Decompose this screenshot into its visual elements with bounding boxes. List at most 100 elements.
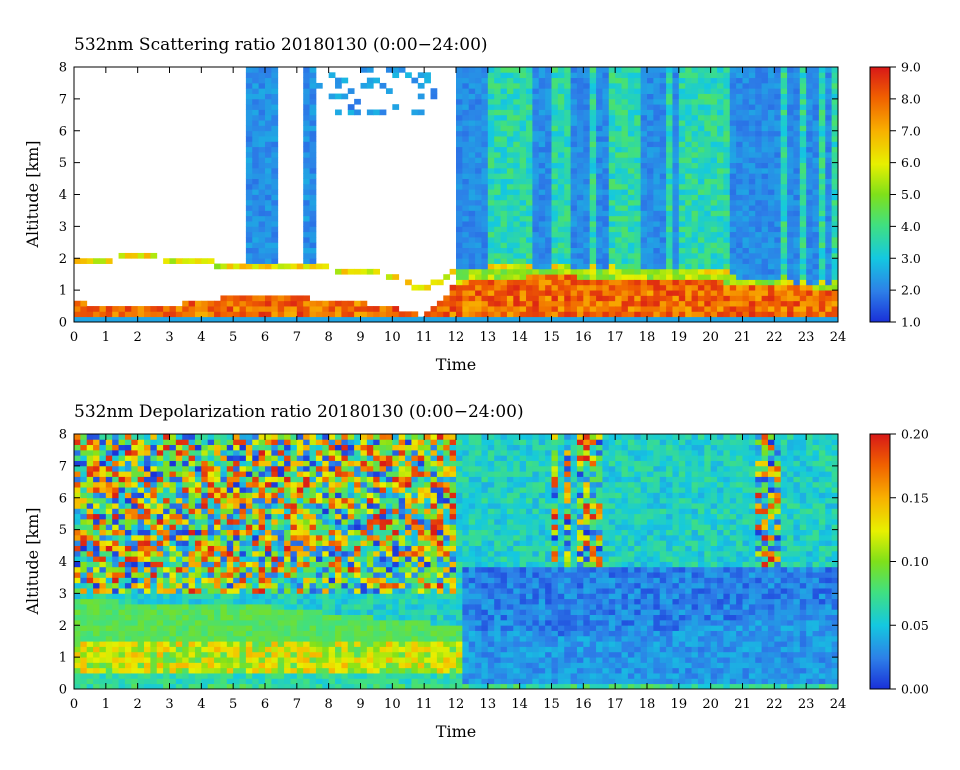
heatmap-cell bbox=[214, 593, 221, 600]
heatmap-cell bbox=[252, 67, 260, 73]
heatmap-cell bbox=[672, 268, 680, 275]
heatmap-cell bbox=[659, 136, 667, 142]
heatmap-cell bbox=[188, 519, 196, 525]
heatmap-cell bbox=[99, 487, 107, 493]
heatmap-cell bbox=[799, 306, 807, 312]
heatmap-cell bbox=[806, 130, 813, 137]
heatmap-cell bbox=[589, 109, 597, 116]
heatmap-cell bbox=[761, 194, 769, 201]
heatmap-cell bbox=[602, 237, 610, 243]
y-axis-title: Altitude [km] bbox=[23, 140, 42, 248]
heatmap-cell bbox=[806, 152, 813, 158]
heatmap-cell bbox=[468, 199, 476, 206]
heatmap-cell bbox=[245, 481, 253, 488]
heatmap-cell bbox=[188, 556, 196, 562]
heatmap-cell bbox=[74, 540, 81, 546]
heatmap-cell bbox=[653, 252, 661, 259]
heatmap-cell bbox=[685, 72, 692, 79]
heatmap-cell bbox=[207, 503, 215, 509]
heatmap-cell bbox=[653, 210, 661, 217]
heatmap-cell bbox=[233, 582, 240, 589]
heatmap-cell bbox=[793, 114, 801, 121]
heatmap-cell bbox=[233, 534, 240, 541]
heatmap-cell bbox=[112, 471, 119, 477]
heatmap-cell bbox=[137, 316, 145, 323]
heatmap-cell bbox=[615, 162, 622, 169]
heatmap-cell bbox=[265, 146, 272, 153]
heatmap-cell bbox=[545, 146, 552, 153]
heatmap-cell bbox=[659, 263, 667, 270]
heatmap-cell bbox=[793, 98, 801, 105]
heatmap-cell bbox=[697, 162, 705, 169]
heatmap-cell bbox=[748, 173, 756, 179]
heatmap-cell bbox=[137, 508, 145, 515]
heatmap-cell bbox=[793, 189, 801, 195]
heatmap-cell bbox=[545, 162, 552, 169]
heatmap-cell bbox=[736, 77, 743, 84]
heatmap-cell bbox=[685, 178, 692, 185]
heatmap-cell bbox=[207, 492, 215, 499]
heatmap-cell bbox=[748, 252, 756, 259]
heatmap-cell bbox=[494, 237, 501, 243]
heatmap-cell bbox=[506, 157, 514, 164]
heatmap-cell bbox=[634, 146, 642, 153]
heatmap-cell bbox=[309, 252, 317, 259]
heatmap-cell bbox=[93, 476, 100, 483]
heatmap-cell bbox=[723, 306, 731, 312]
heatmap-cell bbox=[245, 630, 253, 637]
heatmap-cell bbox=[538, 311, 546, 318]
heatmap-cell bbox=[392, 306, 400, 312]
heatmap-cell bbox=[347, 316, 355, 323]
heatmap-cell bbox=[252, 481, 260, 488]
heatmap-cell bbox=[462, 194, 470, 201]
heatmap-cell bbox=[818, 104, 826, 110]
heatmap-cell bbox=[736, 109, 743, 116]
heatmap-cell bbox=[761, 72, 769, 79]
heatmap-cell bbox=[691, 125, 699, 132]
heatmap-cell bbox=[627, 258, 635, 264]
heatmap-cell bbox=[156, 534, 164, 541]
heatmap-cell bbox=[551, 205, 559, 211]
heatmap-cell bbox=[86, 566, 94, 573]
heatmap-cell bbox=[736, 162, 743, 169]
heatmap-cell bbox=[265, 173, 272, 179]
heatmap-cell bbox=[717, 173, 724, 179]
heatmap-cell bbox=[634, 221, 642, 227]
heatmap-cell bbox=[818, 109, 826, 116]
heatmap-cell bbox=[627, 306, 635, 312]
heatmap-cell bbox=[175, 572, 183, 578]
heatmap-cell bbox=[150, 311, 158, 318]
heatmap-cell bbox=[309, 189, 317, 195]
heatmap-cell bbox=[456, 162, 463, 169]
heatmap-cell bbox=[793, 109, 801, 116]
heatmap-cell bbox=[239, 593, 247, 600]
heatmap-cell bbox=[691, 221, 699, 227]
heatmap-cell bbox=[799, 88, 807, 94]
heatmap-cell bbox=[755, 311, 762, 318]
heatmap-cell bbox=[513, 258, 521, 264]
heatmap-cell bbox=[799, 178, 807, 185]
heatmap-cell bbox=[214, 311, 221, 318]
heatmap-cell bbox=[780, 194, 788, 201]
heatmap-cell bbox=[596, 247, 603, 254]
heatmap-cell bbox=[188, 582, 196, 589]
heatmap-cell bbox=[570, 205, 578, 211]
heatmap-cell bbox=[685, 247, 692, 254]
x-tick-label: 1 bbox=[102, 330, 110, 345]
heatmap-cell bbox=[360, 316, 368, 323]
heatmap-cell bbox=[456, 157, 463, 164]
heatmap-cell bbox=[341, 316, 349, 323]
heatmap-cell bbox=[767, 152, 775, 158]
heatmap-cell bbox=[570, 173, 578, 179]
heatmap-cell bbox=[487, 279, 495, 286]
heatmap-cell bbox=[806, 173, 813, 179]
heatmap-cell bbox=[226, 545, 234, 552]
heatmap-cell bbox=[780, 247, 788, 254]
heatmap-cell bbox=[774, 72, 782, 79]
heatmap-cell bbox=[258, 252, 266, 259]
heatmap-cell bbox=[583, 93, 591, 100]
heatmap-cell bbox=[194, 306, 202, 312]
heatmap-cell bbox=[717, 109, 724, 116]
heatmap-cell bbox=[787, 162, 794, 169]
heatmap-cell bbox=[564, 189, 571, 195]
